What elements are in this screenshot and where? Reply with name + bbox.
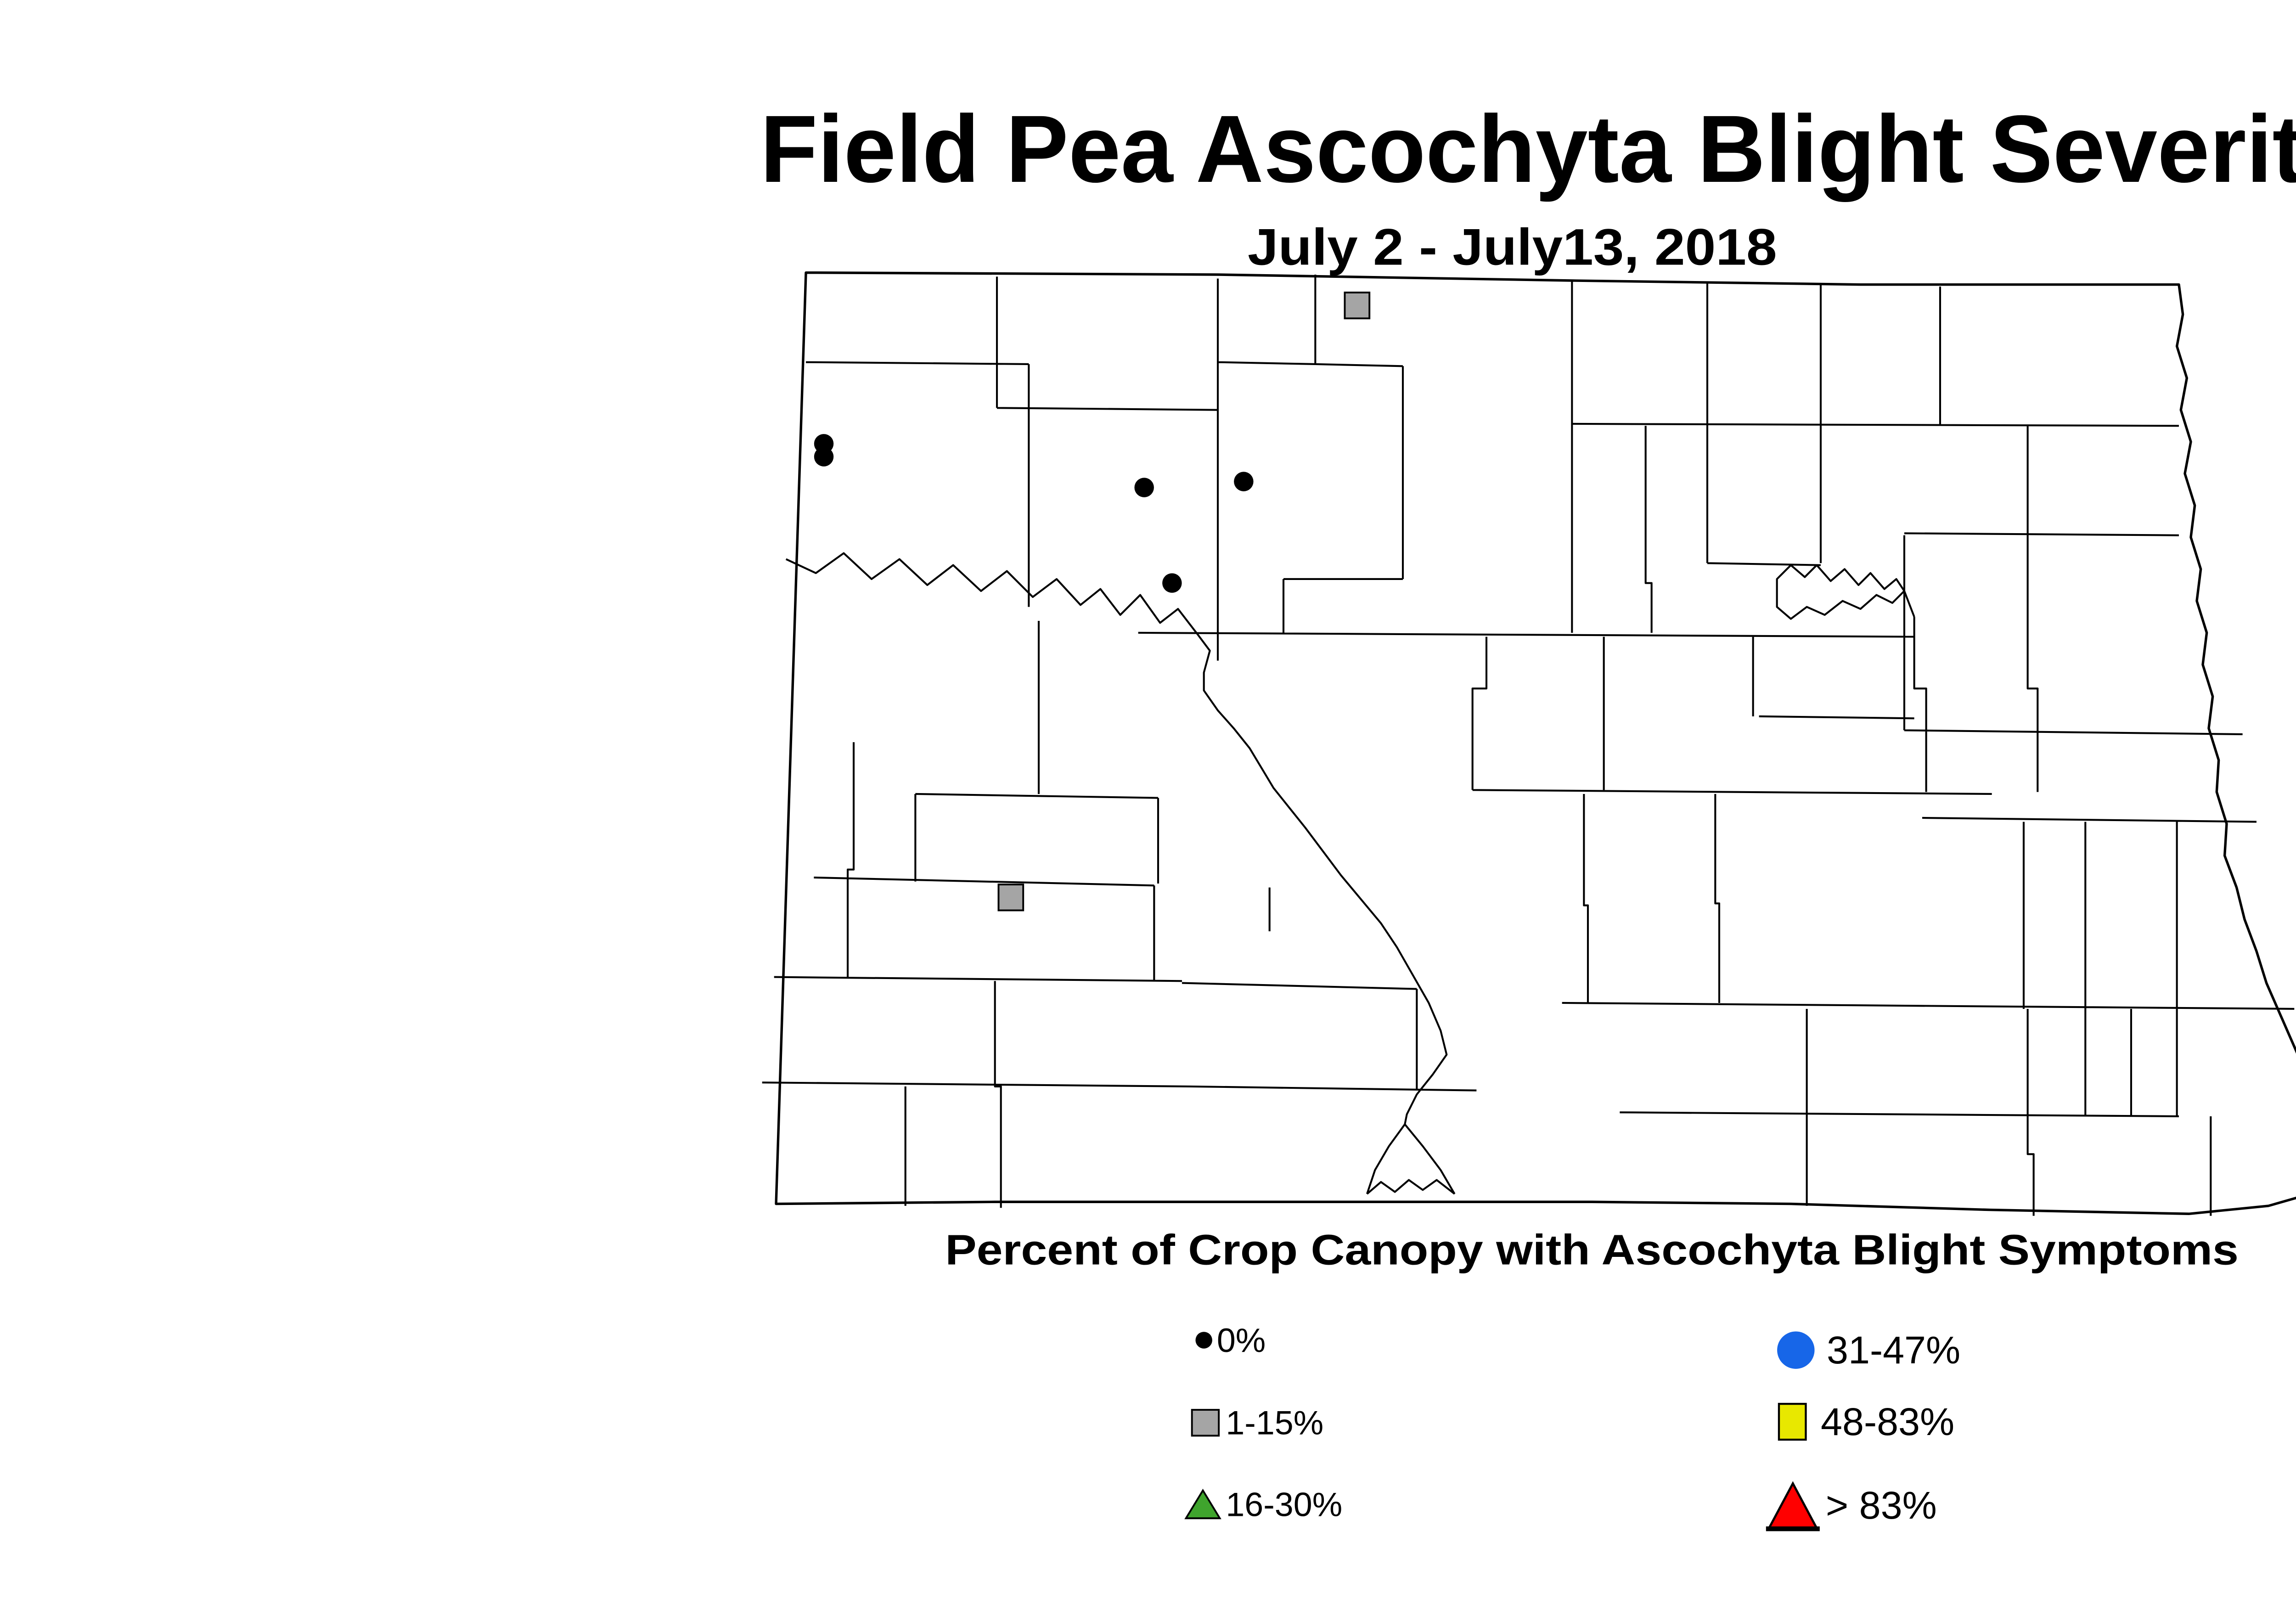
legend-title: Percent of Crop Canopy with Ascochyta Bl… (945, 1226, 2239, 1273)
observation-point-dot (1162, 573, 1182, 593)
legend-label: 31-47% (1827, 1329, 1960, 1372)
legend-label: 0% (1217, 1321, 1266, 1359)
page-subtitle: July 2 - July13, 2018 (1248, 218, 1777, 276)
observation-point-square (1344, 292, 1371, 320)
triangle-icon (1767, 1481, 1819, 1530)
legend-label: 48-83% (1821, 1400, 1954, 1443)
dot-icon (1195, 1332, 1212, 1349)
legend: Percent of Crop Canopy with Ascochyta Bl… (945, 1226, 2239, 1531)
state-outline (775, 271, 2296, 1215)
legend-label: 16-30% (1226, 1485, 1342, 1523)
page-title: Field Pea Ascochyta Blight Severity (760, 96, 2296, 203)
legend-item-0pct: 0% (1195, 1321, 1266, 1359)
legend-item-16-30pct: 16-30% (1184, 1485, 1342, 1523)
missouri-river (785, 552, 1456, 1195)
observation-point-square (997, 884, 1024, 912)
square-icon (1778, 1402, 1807, 1441)
legend-label: > 83% (1826, 1484, 1937, 1527)
legend-item-1-15pct: 1-15% (1191, 1404, 1323, 1442)
circle-icon (1777, 1331, 1815, 1369)
observation-point-dot (1134, 478, 1154, 497)
observation-point-dot (1234, 472, 1254, 491)
legend-item-gt83pct: > 83% (1766, 1481, 1937, 1531)
legend-label: 1-15% (1226, 1404, 1323, 1442)
square-icon (1191, 1409, 1220, 1437)
legend-item-48-83pct: 48-83% (1778, 1400, 1954, 1443)
observation-point-dot (814, 447, 834, 467)
legend-item-31-47pct: 31-47% (1777, 1329, 1960, 1372)
triangle-icon (1184, 1488, 1221, 1520)
map-markers (814, 292, 1371, 912)
devils-lake (1776, 564, 1915, 620)
county-boundaries (762, 274, 2295, 1216)
